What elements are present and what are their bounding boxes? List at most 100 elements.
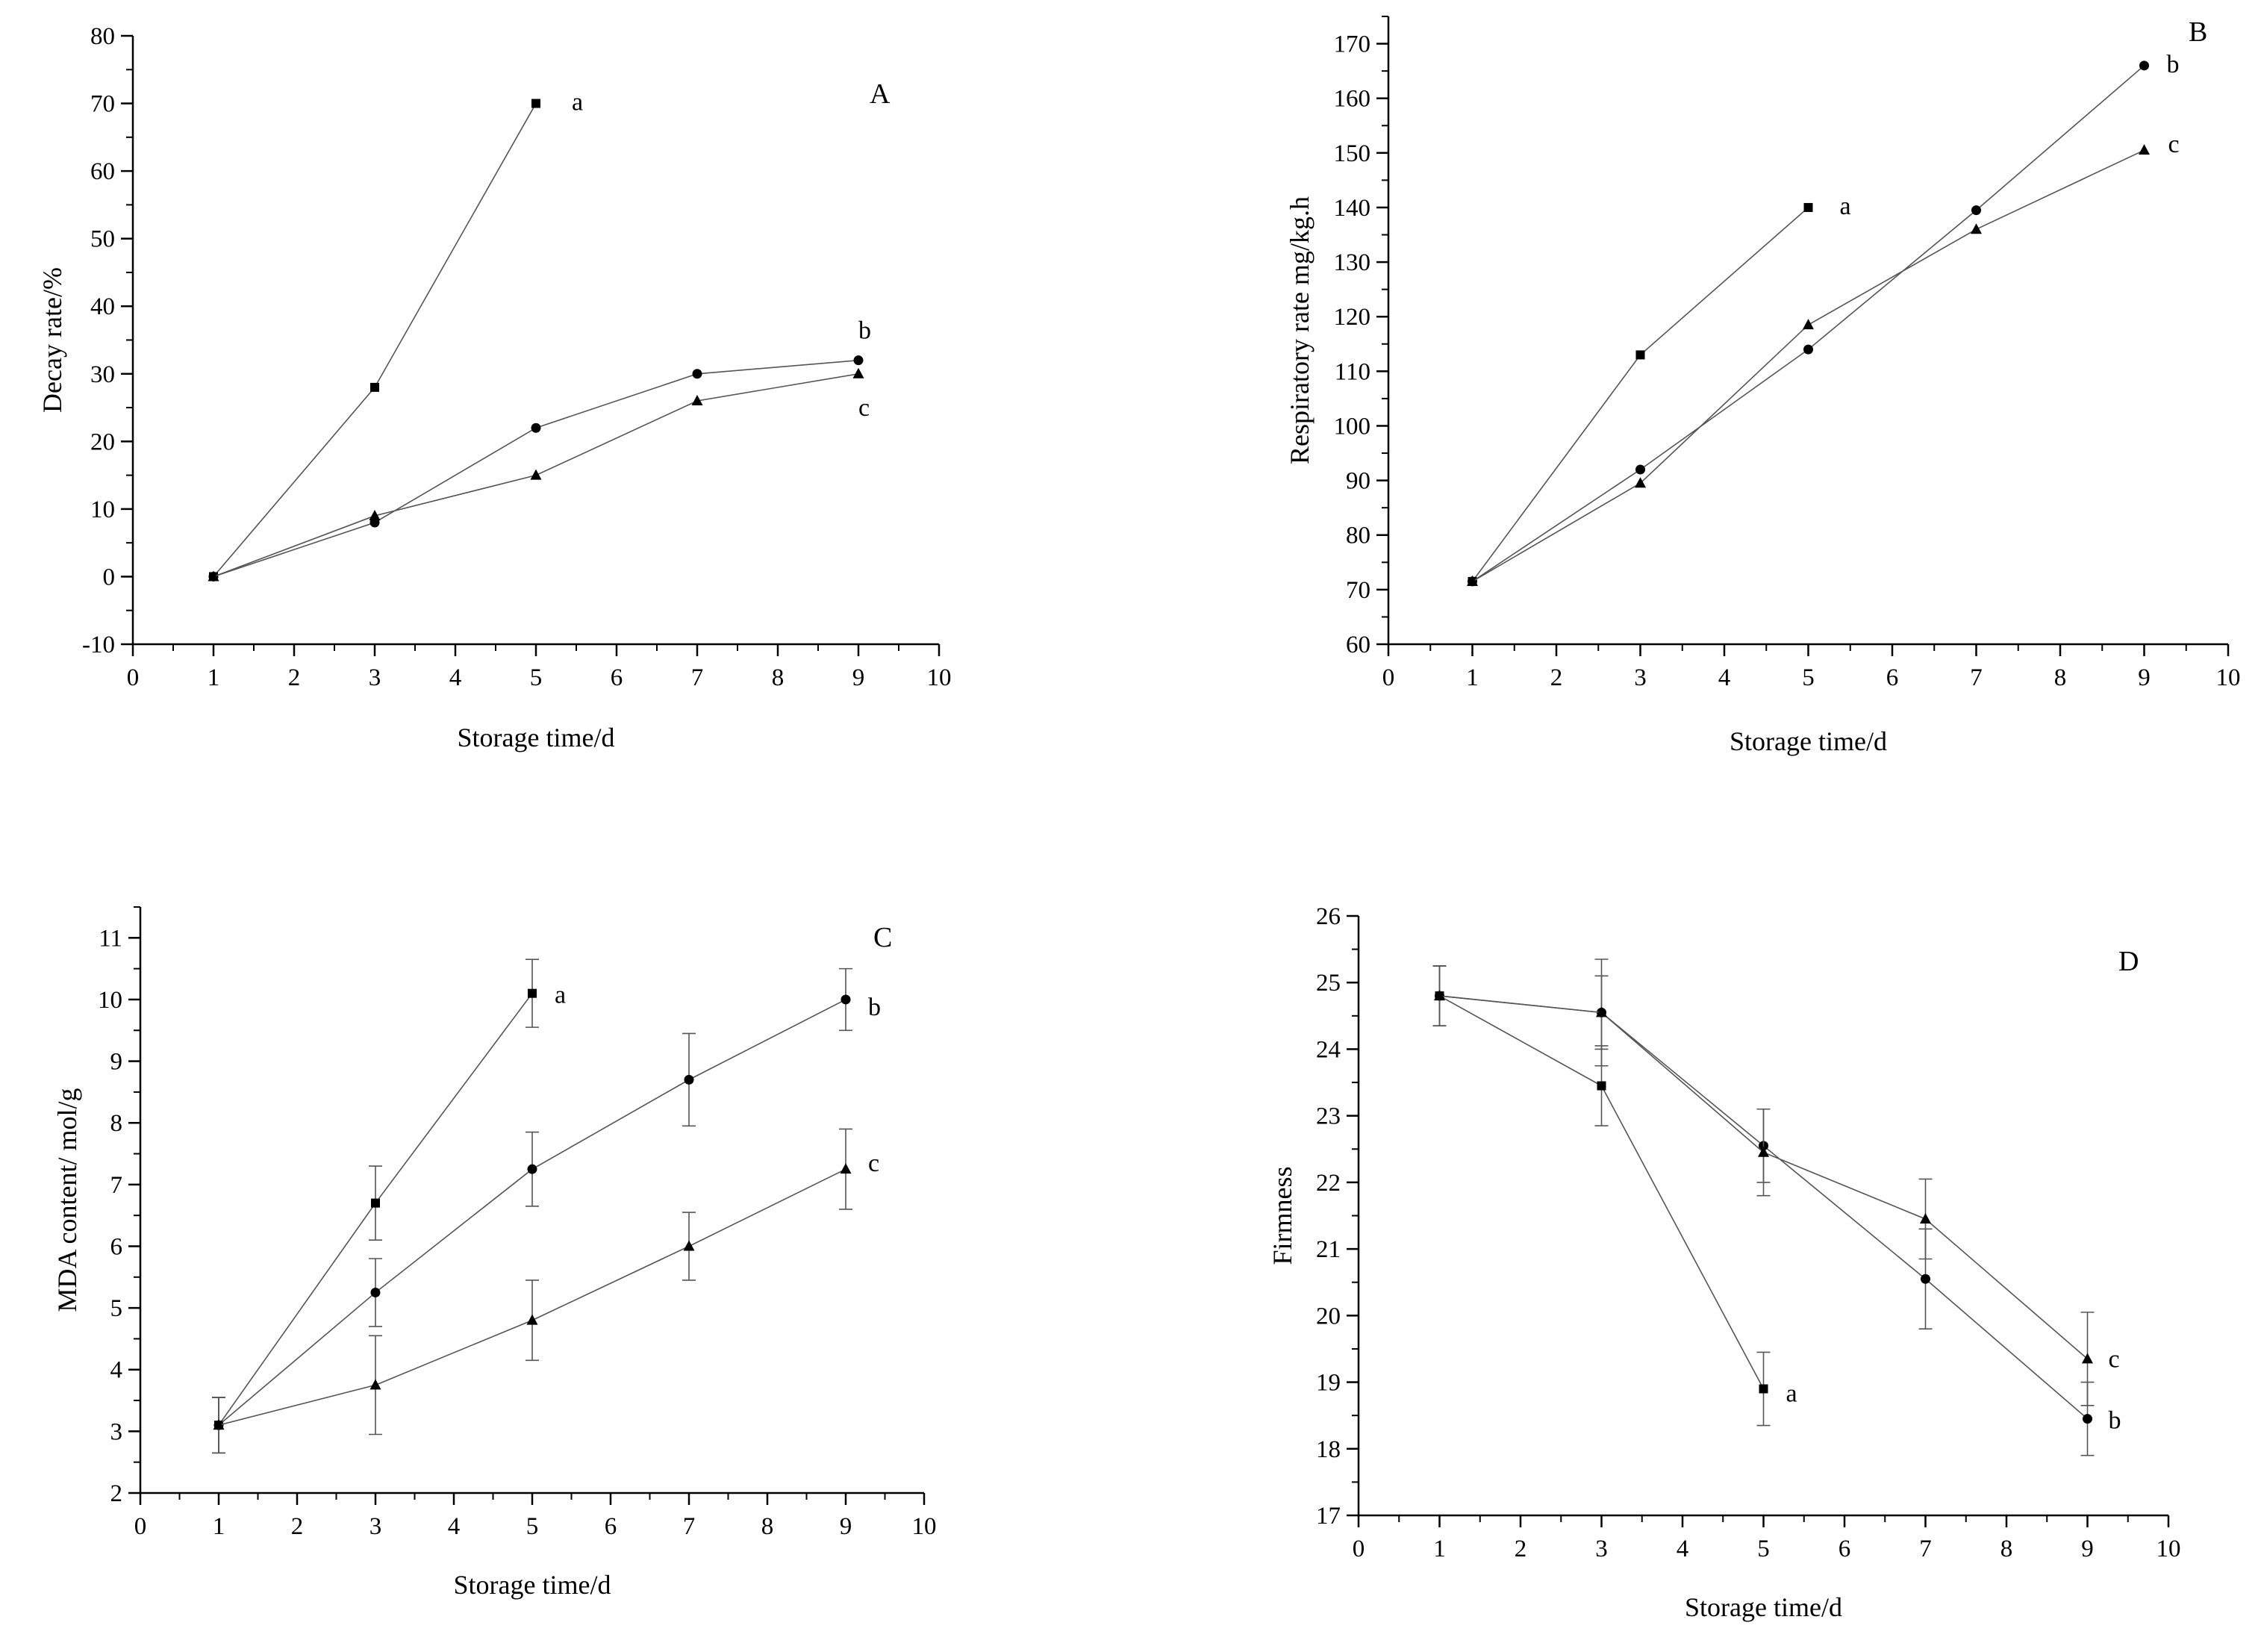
x-tick-label: 7 — [1970, 664, 1983, 691]
y-tick-label: 8 — [110, 1110, 123, 1137]
x-tick-label: 2 — [1550, 664, 1563, 691]
data-point-triangle — [1920, 1212, 1931, 1224]
y-tick-label: 150 — [1334, 140, 1371, 167]
data-point-triangle — [852, 367, 864, 378]
x-tick-label: 3 — [369, 1513, 382, 1540]
x-axis-title: Storage time/d — [1685, 1592, 1842, 1622]
x-tick-label: 8 — [761, 1513, 774, 1540]
y-tick-label: 26 — [1316, 903, 1341, 930]
y-tick-label: 2 — [110, 1480, 123, 1507]
data-point-square — [1635, 350, 1645, 360]
y-tick-label: 20 — [90, 428, 115, 455]
series-a-label: a — [1840, 193, 1851, 220]
series-c-label: c — [2109, 1345, 2120, 1373]
x-axis-title: Storage time/d — [1730, 726, 1887, 756]
x-tick-label: 6 — [1886, 664, 1899, 691]
data-point-triangle — [208, 570, 219, 582]
x-tick-label: 5 — [530, 664, 543, 691]
x-tick-label: 4 — [449, 664, 462, 691]
series-b: b — [208, 317, 871, 582]
y-tick-label: 60 — [90, 158, 115, 185]
y-tick-label: 9 — [110, 1049, 123, 1076]
series-b: b — [1432, 965, 2121, 1456]
panel-D-firmness-chart: 0 1 2 3 4 5 6 7 8 9 1017181920212223242526Storage … — [1267, 903, 2181, 1622]
panel-C-mda-content-chart: 0 1 2 3 4 5 6 7 8 9 10 2 3 4 5 6 7 8 9 10 11 Storage time/d MD… — [52, 906, 937, 1600]
data-point-square — [370, 382, 379, 392]
y-tick-label: 110 — [1335, 358, 1370, 385]
data-point-circle — [531, 423, 541, 433]
x-tick-label: 2 — [291, 1513, 304, 1540]
x-tick-label: 9 — [2138, 664, 2151, 691]
y-tick-label: 4 — [110, 1357, 123, 1384]
y-axis-title: Decay rate/% — [37, 267, 67, 413]
y-tick-label: 17 — [1316, 1503, 1341, 1530]
data-point-triangle — [2082, 1353, 2093, 1364]
y-tick-label: 20 — [1316, 1303, 1341, 1330]
data-point-square — [1597, 1081, 1606, 1091]
x-tick-label: 3 — [1634, 664, 1647, 691]
x-tick-label: 7 — [691, 664, 704, 691]
data-point-square — [371, 1198, 380, 1208]
data-point-circle — [2139, 60, 2149, 71]
y-tick-label: 10 — [90, 496, 115, 523]
panel-B-respiratory-rate-chart: 0 1 2 3 4 5 6 7 8 9 10 60 70 80 90 100 110 120 130 140 150 16… — [1285, 16, 2241, 756]
series-c-label: c — [2168, 131, 2180, 158]
x-tick-label: 1 — [1433, 1536, 1446, 1562]
x-tick-label: 4 — [448, 1513, 461, 1540]
data-point-circle — [1921, 1274, 1930, 1284]
data-point-triangle — [683, 1240, 695, 1251]
x-tick-label: 9 — [852, 664, 865, 691]
data-point-circle — [841, 994, 851, 1005]
data-point-triangle — [530, 469, 542, 480]
series-a-label: a — [555, 982, 566, 1009]
x-tick-label: 3 — [369, 664, 381, 691]
x-tick-label: 8 — [2054, 664, 2067, 691]
panel-label: B — [2189, 16, 2207, 48]
data-point-triangle — [1758, 1146, 1769, 1157]
series-a-label: a — [1786, 1380, 1797, 1407]
data-point-triangle — [1467, 575, 1478, 586]
data-point-square — [528, 988, 537, 998]
x-tick-label: 9 — [840, 1513, 852, 1540]
data-point-triangle — [840, 1163, 852, 1174]
data-point-circle — [684, 1074, 694, 1085]
y-tick-label: 3 — [110, 1418, 123, 1445]
y-tick-label: 0 — [103, 564, 116, 590]
y-tick-label: 130 — [1334, 249, 1371, 276]
x-tick-label: 0 — [1382, 664, 1395, 691]
x-tick-label: 2 — [1515, 1536, 1527, 1562]
y-tick-label: 80 — [90, 23, 115, 50]
y-tick-label: 18 — [1316, 1436, 1341, 1463]
data-point-circle — [1635, 464, 1645, 475]
data-point-triangle — [369, 509, 381, 520]
x-tick-label: 1 — [213, 1513, 225, 1540]
y-tick-label: 120 — [1334, 304, 1371, 331]
panel-label: C — [873, 922, 892, 953]
y-tick-label: 40 — [90, 293, 115, 320]
series-a: a — [1468, 193, 1851, 586]
panel-label: A — [870, 78, 891, 110]
y-tick-label: 25 — [1316, 970, 1341, 997]
x-tick-label: 7 — [683, 1513, 696, 1540]
series-a-label: a — [572, 89, 583, 116]
x-axis-title: Storage time/d — [458, 723, 615, 752]
x-tick-label: 4 — [1718, 664, 1731, 691]
y-tick-label: 50 — [90, 226, 115, 253]
x-tick-label: 0 — [1353, 1536, 1365, 1562]
x-tick-label: 10 — [2216, 664, 2241, 691]
data-point-triangle — [369, 1379, 381, 1390]
x-tick-label: 10 — [2156, 1536, 2181, 1562]
x-tick-label: 7 — [1919, 1536, 1932, 1562]
series-a-line — [213, 103, 537, 577]
series-c-label: c — [868, 1150, 879, 1177]
data-point-triangle — [526, 1314, 538, 1325]
y-tick-label: -10 — [82, 632, 115, 658]
y-tick-label: 7 — [110, 1172, 123, 1199]
series-c: c — [1467, 131, 2180, 586]
panel-A-decay-rate-chart: 0 1 2 3 4 5 6 7 8 9 10 -10 0 10 20 30 40 50 60 70 80 Storage … — [37, 23, 952, 752]
x-tick-label: 0 — [127, 664, 140, 691]
series-b-line — [218, 999, 846, 1426]
x-tick-label: 5 — [526, 1513, 539, 1540]
data-point-square — [1803, 202, 1813, 212]
data-point-circle — [2083, 1414, 2092, 1424]
